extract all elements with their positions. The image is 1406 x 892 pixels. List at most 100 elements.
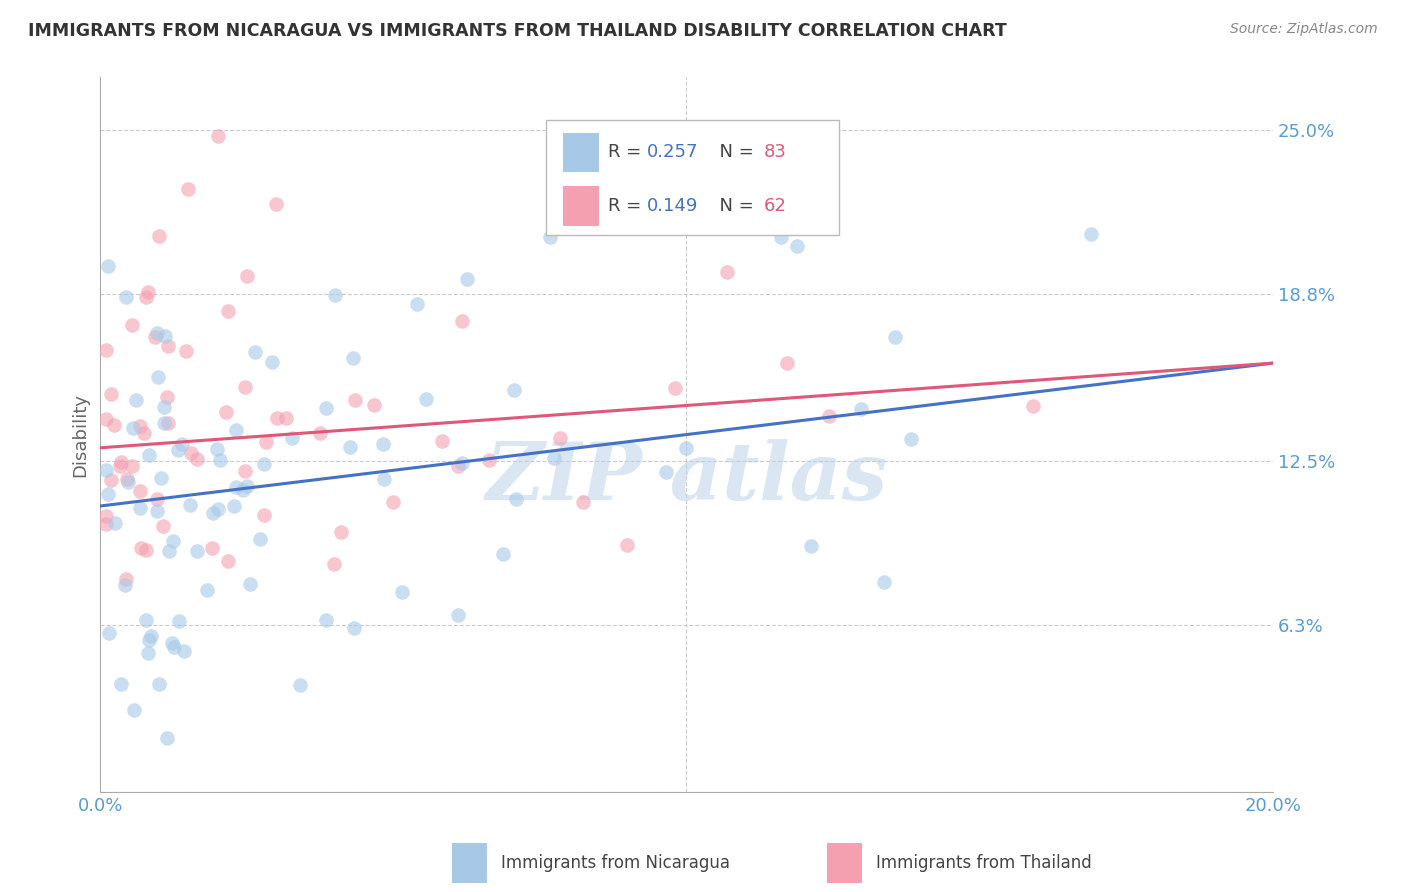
Point bbox=[447, 608, 470, 623]
Point bbox=[138, 646, 160, 660]
FancyBboxPatch shape bbox=[564, 133, 599, 172]
Point bbox=[264, 197, 287, 211]
Point bbox=[179, 499, 201, 513]
Point bbox=[152, 519, 174, 533]
Point bbox=[716, 265, 738, 279]
Point bbox=[262, 355, 284, 369]
Point bbox=[114, 290, 136, 304]
Point bbox=[96, 343, 118, 357]
Point bbox=[849, 401, 872, 416]
Point bbox=[110, 454, 132, 468]
Point bbox=[96, 508, 118, 523]
Point bbox=[145, 504, 167, 518]
Point bbox=[217, 554, 239, 568]
Point bbox=[167, 614, 190, 628]
Point bbox=[132, 426, 155, 441]
Point bbox=[160, 636, 183, 650]
Point bbox=[281, 430, 304, 444]
Point bbox=[415, 392, 437, 407]
Point bbox=[100, 473, 122, 487]
Point bbox=[153, 416, 176, 430]
Point bbox=[97, 487, 120, 501]
Point bbox=[124, 703, 146, 717]
Point bbox=[96, 463, 118, 477]
Point bbox=[110, 676, 132, 690]
Point bbox=[145, 492, 167, 507]
Text: 0.149: 0.149 bbox=[647, 197, 697, 215]
Point bbox=[202, 506, 225, 520]
Point bbox=[323, 287, 346, 301]
Point bbox=[363, 398, 385, 412]
Point bbox=[170, 437, 193, 451]
Text: Source: ZipAtlas.com: Source: ZipAtlas.com bbox=[1230, 22, 1378, 37]
Point bbox=[117, 475, 139, 490]
Point bbox=[104, 516, 127, 530]
Point bbox=[342, 351, 364, 365]
Point bbox=[195, 583, 218, 598]
Point bbox=[322, 558, 344, 572]
Point bbox=[538, 230, 561, 244]
Point bbox=[167, 442, 190, 457]
Point bbox=[148, 370, 170, 384]
Point bbox=[157, 417, 180, 431]
Point bbox=[253, 457, 276, 471]
Point bbox=[148, 229, 170, 244]
Point bbox=[209, 452, 232, 467]
Text: IMMIGRANTS FROM NICARAGUA VS IMMIGRANTS FROM THAILAND DISABILITY CORRELATION CHA: IMMIGRANTS FROM NICARAGUA VS IMMIGRANTS … bbox=[28, 22, 1007, 40]
Point bbox=[225, 423, 247, 437]
Point bbox=[818, 409, 841, 424]
Point bbox=[135, 543, 157, 558]
Text: N =: N = bbox=[707, 144, 759, 161]
Point bbox=[900, 432, 922, 446]
Point bbox=[382, 494, 405, 508]
Point bbox=[371, 436, 394, 450]
Point bbox=[143, 330, 166, 344]
Point bbox=[572, 494, 595, 508]
Text: ZIP atlas: ZIP atlas bbox=[485, 439, 887, 516]
Point bbox=[157, 543, 180, 558]
Point bbox=[162, 534, 184, 549]
Point bbox=[505, 492, 527, 507]
Text: 0.257: 0.257 bbox=[647, 144, 699, 161]
Point bbox=[138, 448, 160, 462]
Point bbox=[139, 629, 162, 643]
Point bbox=[207, 128, 229, 143]
Point bbox=[243, 345, 266, 359]
Point bbox=[215, 404, 238, 418]
Point bbox=[217, 303, 239, 318]
Y-axis label: Disability: Disability bbox=[72, 392, 89, 476]
Point bbox=[266, 411, 288, 425]
Point bbox=[447, 459, 470, 474]
Point bbox=[478, 453, 501, 467]
Point bbox=[884, 330, 907, 344]
Text: R =: R = bbox=[607, 144, 647, 161]
Point bbox=[163, 640, 186, 654]
Point bbox=[225, 480, 247, 494]
Text: Immigrants from Nicaragua: Immigrants from Nicaragua bbox=[502, 855, 730, 872]
Text: 62: 62 bbox=[763, 197, 787, 215]
Point bbox=[675, 442, 697, 456]
Point bbox=[451, 314, 474, 328]
FancyBboxPatch shape bbox=[546, 120, 839, 235]
Point bbox=[96, 412, 118, 426]
Point bbox=[128, 419, 150, 434]
Point bbox=[135, 290, 157, 304]
Text: Immigrants from Thailand: Immigrants from Thailand bbox=[876, 855, 1092, 872]
Point bbox=[131, 541, 153, 556]
Point bbox=[373, 472, 395, 486]
Point bbox=[174, 343, 197, 358]
Point bbox=[117, 472, 139, 486]
Point bbox=[121, 458, 143, 473]
Point bbox=[153, 329, 176, 343]
Point bbox=[232, 483, 254, 497]
Point bbox=[1080, 227, 1102, 241]
Point bbox=[1022, 399, 1045, 413]
Point bbox=[114, 577, 136, 591]
Point bbox=[276, 411, 298, 425]
Point bbox=[776, 356, 799, 370]
Point bbox=[153, 400, 176, 414]
Point bbox=[432, 434, 454, 448]
Point bbox=[290, 678, 312, 692]
Point bbox=[315, 613, 337, 627]
Point bbox=[654, 466, 676, 480]
